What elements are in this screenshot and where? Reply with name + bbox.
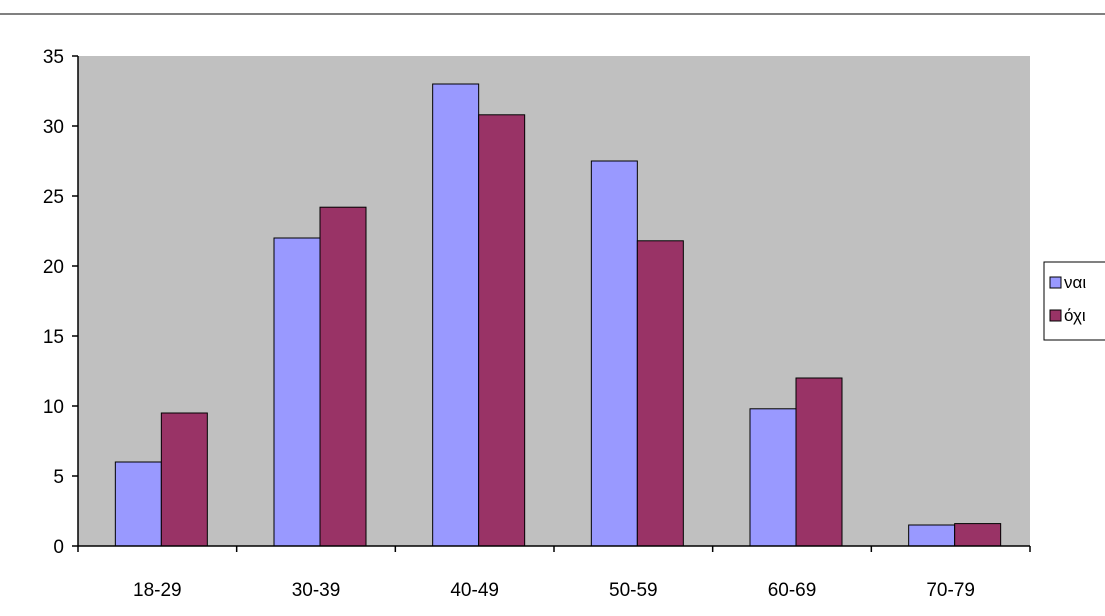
y-tick-label: 25 xyxy=(43,187,64,208)
legend-label: όχι xyxy=(1064,306,1086,325)
y-tick-label: 10 xyxy=(43,397,64,418)
x-tick-label: 70-79 xyxy=(926,580,975,601)
legend-label: ναι xyxy=(1064,273,1086,292)
bar-nai-18-29 xyxy=(114,461,162,547)
bar-ochi-18-29 xyxy=(160,412,208,547)
bar-ochi-40-49 xyxy=(478,114,526,547)
bar-nai-70-79 xyxy=(908,524,956,547)
legend-box xyxy=(1043,261,1105,341)
y-tick-label: 15 xyxy=(43,327,64,348)
x-tick-label: 30-39 xyxy=(292,580,341,601)
bar-nai-50-59 xyxy=(590,160,638,547)
bars-group xyxy=(114,83,1002,547)
plot-area xyxy=(78,56,1030,546)
x-tick-label: 60-69 xyxy=(768,580,817,601)
bar-ochi-70-79 xyxy=(954,523,1002,547)
bar-nai-40-49 xyxy=(432,83,480,547)
x-tick-label: 40-49 xyxy=(450,580,499,601)
x-tick-label: 18-29 xyxy=(133,580,182,601)
x-tick-label: 50-59 xyxy=(609,580,658,601)
bar-ochi-50-59 xyxy=(636,240,684,547)
bar-nai-60-69 xyxy=(749,408,797,547)
legend: ναι όχι xyxy=(1043,261,1105,341)
bar-ochi-60-69 xyxy=(795,377,843,547)
legend-swatch xyxy=(1049,309,1062,322)
y-axis-ticks: 0 5 10 15 20 25 30 35 xyxy=(43,47,78,558)
bar-nai-30-39 xyxy=(273,237,321,547)
y-tick-label: 20 xyxy=(43,257,64,278)
x-axis-ticks: 18-29 30-39 40-49 50-59 60-69 70-79 xyxy=(77,546,1031,601)
y-tick-label: 30 xyxy=(43,117,64,138)
legend-swatch xyxy=(1049,276,1062,289)
y-tick-label: 0 xyxy=(53,537,64,558)
y-tick-label: 5 xyxy=(53,467,64,488)
y-tick-label: 35 xyxy=(43,47,64,68)
bar-ochi-30-39 xyxy=(319,206,367,547)
